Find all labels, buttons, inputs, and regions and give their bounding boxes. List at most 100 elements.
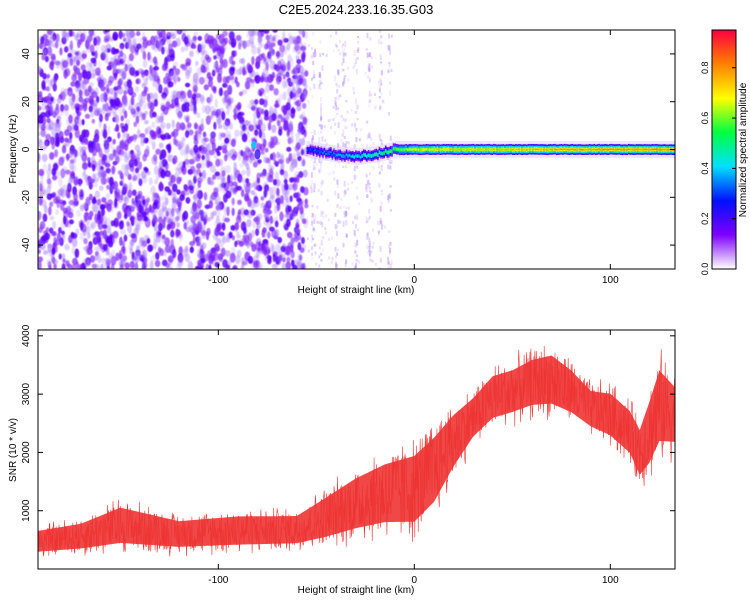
noise-blob [151,141,156,150]
signal-cell [460,148,462,151]
sparse-noise-dot [366,195,369,199]
spectrogram-y-tick-label: -20 [21,190,32,205]
sparse-noise-dot [343,48,346,52]
signal-cell [314,149,316,151]
noise-blob [102,129,108,139]
noise-blob [301,78,307,86]
sparse-noise-dot [310,131,313,134]
noise-blob [134,252,141,259]
sparse-noise-dot [351,123,354,127]
noise-blob [225,130,231,137]
noise-blob [190,42,195,48]
snr-frame [37,329,676,570]
signal-cell [532,148,534,151]
sparse-noise-dot [330,236,333,240]
signal-cell [505,148,508,151]
sparse-noise-dot [389,135,392,142]
signal-cell [510,148,512,151]
sparse-noise-dot [380,41,383,45]
signal-cell [485,148,487,151]
noise-blob [231,197,235,206]
sparse-noise-dot [320,118,323,122]
noise-blob [91,91,98,98]
noise-blob [204,49,208,56]
noise-blob [192,72,199,83]
sparse-noise-dot [319,83,322,87]
noise-blob [279,168,285,176]
noise-blob [152,57,156,64]
noise-blob [257,46,261,55]
noise-blob [46,74,50,79]
noise-blob [60,221,65,230]
noise-blob [112,31,119,41]
noise-blob [141,240,148,247]
noise-blob [221,145,228,150]
sparse-noise-dot [309,87,312,91]
sparse-noise-dot [337,48,340,52]
sparse-noise-dot [320,103,323,109]
noise-blob [199,94,205,103]
noise-blob [211,142,216,151]
sparse-noise-dot [389,185,392,188]
sparse-noise-dot [332,117,335,121]
noise-blob [264,95,269,101]
noise-blob [40,111,47,118]
spectrogram-y-tick-label: -40 [21,237,32,252]
noise-blob [175,197,182,203]
noise-blob [279,211,284,222]
sparse-noise-dot [388,62,391,65]
noise-blob [182,210,189,220]
sparse-noise-dot [366,218,369,224]
sparse-noise-dot [337,106,340,110]
sparse-noise-dot [388,244,391,249]
noise-blob [85,70,92,80]
noise-blob [158,142,164,149]
noise-blob [267,122,272,131]
noise-blob [157,246,162,253]
noise-blob [68,219,74,225]
noise-blob [229,56,234,65]
sparse-noise-dot [368,185,371,189]
noise-blob [246,62,251,71]
noise-blob [157,208,164,219]
noise-blob [83,237,88,245]
sparse-noise-dot [372,241,375,245]
sparse-noise-dot [335,31,338,35]
signal-cell [518,148,520,151]
noise-blob [116,60,122,66]
noise-blob [99,93,106,103]
noise-blob [60,58,67,65]
sparse-noise-dot [325,231,328,235]
noise-blob [149,130,155,138]
noise-blob [62,258,66,264]
noise-blob [301,111,306,122]
sparse-noise-dot [373,106,376,110]
sparse-noise-dot [365,187,368,193]
signal-cell [634,148,636,151]
noise-blob [213,151,218,159]
noise-blob [201,242,207,250]
noise-blob [187,89,193,99]
sparse-noise-dot [318,124,321,127]
noise-blob [242,40,247,49]
noise-blob [75,106,80,115]
signal-cell [431,148,434,151]
sparse-noise-dot [366,134,369,140]
noise-blob [242,67,246,76]
signal-cell [477,148,480,151]
sparse-noise-dot [330,260,333,264]
sparse-noise-dot [387,111,390,116]
sparse-noise-dot [368,187,371,193]
noise-blob [187,122,192,128]
noise-blob [302,169,308,178]
noise-blob [79,56,85,62]
signal-cell [602,148,605,151]
signal-cell [590,148,592,151]
signal-cell [471,148,473,151]
noise-blob [145,71,150,81]
noise-blob [285,157,291,164]
sparse-noise-dot [351,262,354,266]
signal-cell [668,148,671,151]
sparse-noise-dot [353,62,356,67]
noise-blob [295,45,302,55]
